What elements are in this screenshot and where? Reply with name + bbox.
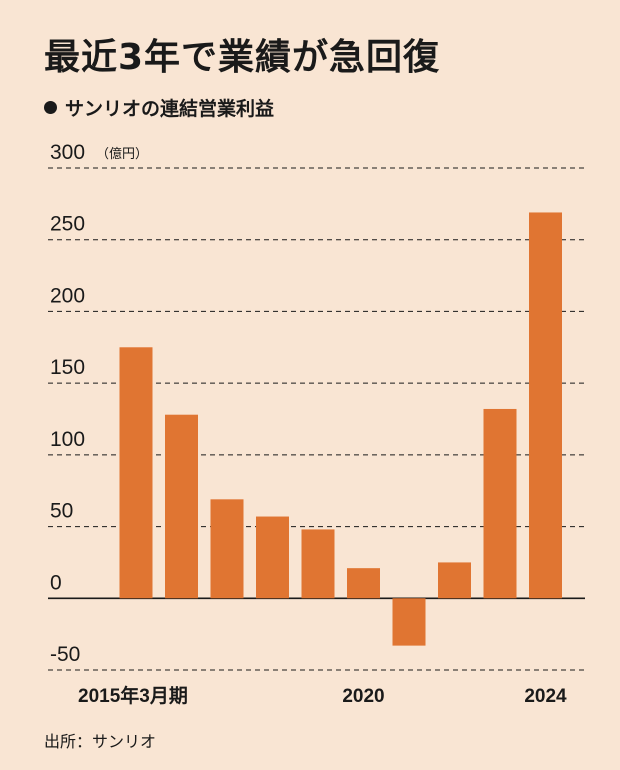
bar-2015年3月期 [119,347,153,599]
bar-2016 [165,414,198,599]
subtitle-text: サンリオの連結営業利益 [65,98,275,120]
bar-2019 [301,529,335,599]
x-tick-label: 2015年3月期 [78,684,188,707]
bar-2024 [529,212,562,599]
y-unit-label: （億円） [96,146,148,162]
bar-2017 [210,499,244,599]
y-tick-label: 300 [50,141,85,164]
bullet-icon [44,101,57,114]
chart-subtitle: サンリオの連結営業利益 [44,94,274,121]
y-tick-label: 50 [50,500,73,523]
y-tick-label: 0 [50,571,62,594]
y-tick-label: 250 [50,213,85,236]
chart-title: 最近3年で業績が急回復 [44,37,441,78]
y-tick-label: 150 [50,356,85,379]
bar-2021 [392,598,426,646]
bar-2020 [347,568,380,599]
x-tick-label: 2020 [342,686,384,707]
bar-2022 [438,562,471,599]
y-tick-label: -50 [50,643,80,666]
source-note: 出所：サンリオ [44,732,157,751]
y-tick-label: 100 [50,428,85,451]
y-tick-label: 200 [50,284,85,307]
bar-2023 [483,408,517,599]
x-tick-label: 2024 [524,686,567,707]
bar-2018 [256,516,289,599]
